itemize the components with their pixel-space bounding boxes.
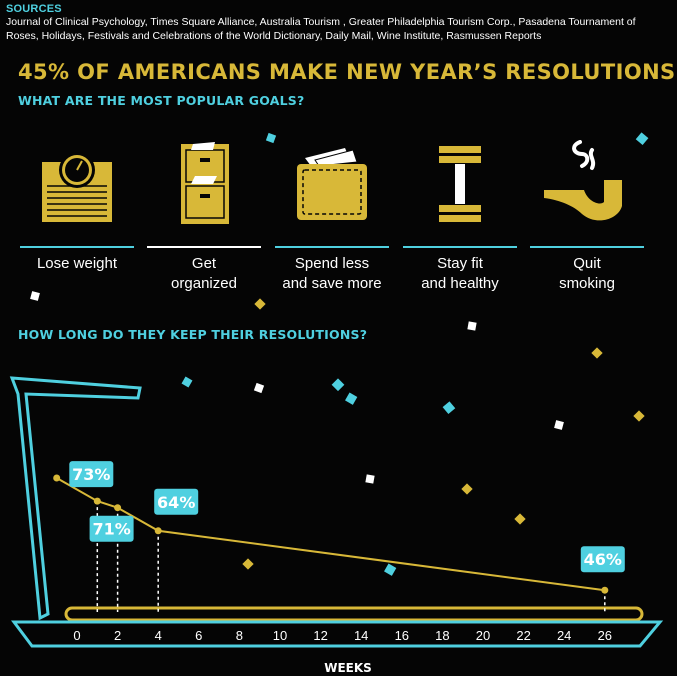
data-label-box bbox=[69, 461, 114, 488]
data-label: 64% bbox=[154, 488, 199, 515]
x-tick-labels: 0 2 4 6 8 10 12 14 16 18 20 22 24 26 bbox=[73, 628, 612, 643]
goal-label-line2: smoking bbox=[559, 275, 615, 292]
wallet-icon bbox=[297, 148, 367, 220]
data-label-box bbox=[89, 515, 134, 542]
headline: 45% OF AMERICANS MAKE NEW YEAR’S RESOLUT… bbox=[18, 60, 677, 84]
data-label-text: 73% bbox=[72, 465, 110, 484]
data-label-text: 64% bbox=[157, 493, 195, 512]
goal-quit-smoking: Quit smoking bbox=[530, 140, 644, 300]
confetti-piece bbox=[30, 291, 40, 301]
x-tick-label: 10 bbox=[273, 628, 287, 643]
confetti-piece bbox=[591, 347, 603, 359]
x-tick-label: 0 bbox=[73, 628, 80, 643]
goals-heading: WHAT ARE THE MOST POPULAR GOALS? bbox=[18, 93, 305, 108]
treadmill-illustration bbox=[9, 376, 664, 648]
confetti-piece bbox=[265, 132, 277, 144]
goal-label-line2: and save more bbox=[282, 275, 382, 292]
data-label-box bbox=[154, 488, 199, 515]
goal-stay-fit: Stay fit and healthy bbox=[403, 140, 517, 300]
data-point bbox=[114, 504, 122, 512]
goal-label: Quit smoking bbox=[530, 254, 644, 294]
goal-label: Lose weight bbox=[20, 254, 134, 274]
series-line-group bbox=[53, 474, 605, 592]
goal-rule bbox=[20, 246, 134, 248]
goal-rule bbox=[530, 246, 644, 248]
confetti-piece bbox=[635, 132, 649, 146]
sources-text: Journal of Clinical Psychology, Times Sq… bbox=[6, 16, 636, 42]
x-tick-label: 4 bbox=[155, 628, 162, 643]
x-tick-label: 18 bbox=[435, 628, 449, 643]
line-start-point bbox=[53, 474, 61, 482]
confetti-piece bbox=[254, 298, 266, 310]
goal-label-line2: and healthy bbox=[421, 275, 499, 292]
x-tick-label: 12 bbox=[313, 628, 327, 643]
goal-label-line1: Stay fit bbox=[437, 255, 483, 272]
goal-label-line1: Quit bbox=[573, 255, 601, 272]
data-point bbox=[601, 586, 609, 594]
confetti-piece bbox=[633, 410, 645, 422]
goal-spend-less: Spend less and save more bbox=[275, 140, 389, 300]
confetti-piece bbox=[242, 558, 254, 570]
data-label: 46% bbox=[580, 546, 625, 573]
x-tick-label: 26 bbox=[598, 628, 612, 643]
confetti-piece bbox=[384, 563, 397, 576]
file-cabinet-icon bbox=[181, 142, 229, 224]
goal-get-organized: Get organized bbox=[147, 140, 261, 300]
confetti-piece bbox=[467, 321, 477, 331]
data-point bbox=[154, 527, 162, 535]
x-tick-label: 2 bbox=[114, 628, 121, 643]
data-label: 71% bbox=[89, 515, 134, 542]
x-tick-label: 16 bbox=[395, 628, 409, 643]
data-labels: 73% 71% 64% 46% bbox=[69, 461, 625, 573]
pipe-icon bbox=[544, 140, 622, 221]
scale-icon bbox=[42, 152, 112, 222]
confetti-piece bbox=[461, 483, 473, 495]
series-line bbox=[56, 477, 605, 592]
x-axis-label: WEEKS bbox=[324, 661, 372, 675]
data-point bbox=[93, 497, 101, 505]
data-label: 73% bbox=[69, 461, 114, 488]
goal-rule bbox=[147, 246, 261, 248]
dumbbell-icon bbox=[439, 146, 481, 222]
x-tick-label: 8 bbox=[236, 628, 243, 643]
x-tick-label: 22 bbox=[516, 628, 530, 643]
treadmill-line-chart: 73%71%64%46% 0 2 4 6 8 10 12 14 16 18 20 22 24 26 WEE… bbox=[9, 376, 664, 675]
confetti-piece bbox=[345, 392, 358, 405]
goal-rule bbox=[403, 246, 517, 248]
data-label-text: 46% bbox=[584, 550, 622, 569]
sources-heading: SOURCES bbox=[6, 3, 62, 15]
goal-label: Stay fit and healthy bbox=[403, 254, 517, 294]
confetti-piece bbox=[181, 376, 193, 388]
confetti-piece bbox=[442, 401, 456, 415]
data-label-text: 71% bbox=[92, 520, 130, 539]
series-points bbox=[93, 497, 609, 594]
confetti-piece bbox=[331, 378, 345, 392]
goal-label: Spend less and save more bbox=[275, 254, 389, 294]
goal-label-line1: Get bbox=[191, 255, 217, 272]
confetti-piece bbox=[514, 513, 526, 525]
x-tick-label: 14 bbox=[354, 628, 368, 643]
x-tick-label: 20 bbox=[476, 628, 490, 643]
confetti-piece bbox=[253, 382, 265, 394]
goal-label-line1: Lose weight bbox=[36, 255, 118, 272]
goal-rule bbox=[275, 246, 389, 248]
goal-label-line1: Spend less bbox=[294, 255, 370, 272]
keep-heading: HOW LONG DO THEY KEEP THEIR RESOLUTIONS? bbox=[18, 327, 368, 342]
data-label-box bbox=[580, 546, 625, 573]
goal-lose-weight: Lose weight bbox=[20, 140, 134, 300]
confetti-piece bbox=[365, 474, 375, 484]
x-tick-label: 24 bbox=[557, 628, 571, 643]
retention-chart: 73% 71% 64% 46% 0 2 4 6 8 10 12 14 16 18 20 22 24 26 WEE… bbox=[0, 350, 677, 676]
goal-label: Get organized bbox=[147, 254, 261, 294]
x-tick-label: 6 bbox=[195, 628, 202, 643]
goal-label-line2: organized bbox=[171, 275, 237, 292]
confetti-piece bbox=[554, 420, 564, 430]
